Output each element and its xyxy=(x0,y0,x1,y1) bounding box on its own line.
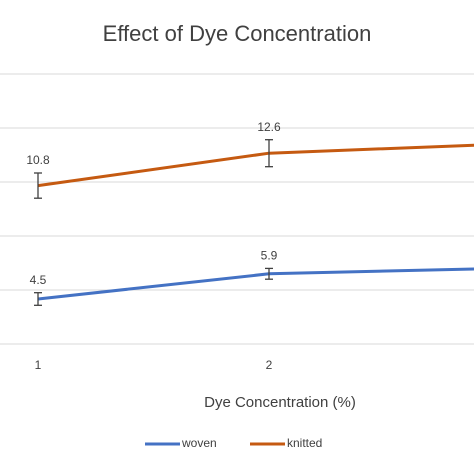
series-line xyxy=(37,267,474,301)
error-bar xyxy=(265,139,273,168)
data-label: 4.5 xyxy=(30,273,47,287)
legend-label: knitted xyxy=(287,436,322,450)
x-axis-label: Dye Concentration (%) xyxy=(204,394,356,411)
data-label: 10.8 xyxy=(26,153,50,167)
series-line xyxy=(37,143,474,188)
error-bar xyxy=(34,292,42,306)
error-bar xyxy=(265,267,273,280)
chart-title: Effect of Dye Concentration xyxy=(103,21,372,46)
data-label: 12.6 xyxy=(257,120,281,134)
data-label: 5.9 xyxy=(261,249,278,263)
legend-label: woven xyxy=(181,436,217,450)
x-tick-label: 1 xyxy=(35,358,42,372)
x-tick-label: 2 xyxy=(266,358,273,372)
error-bar xyxy=(34,172,42,199)
